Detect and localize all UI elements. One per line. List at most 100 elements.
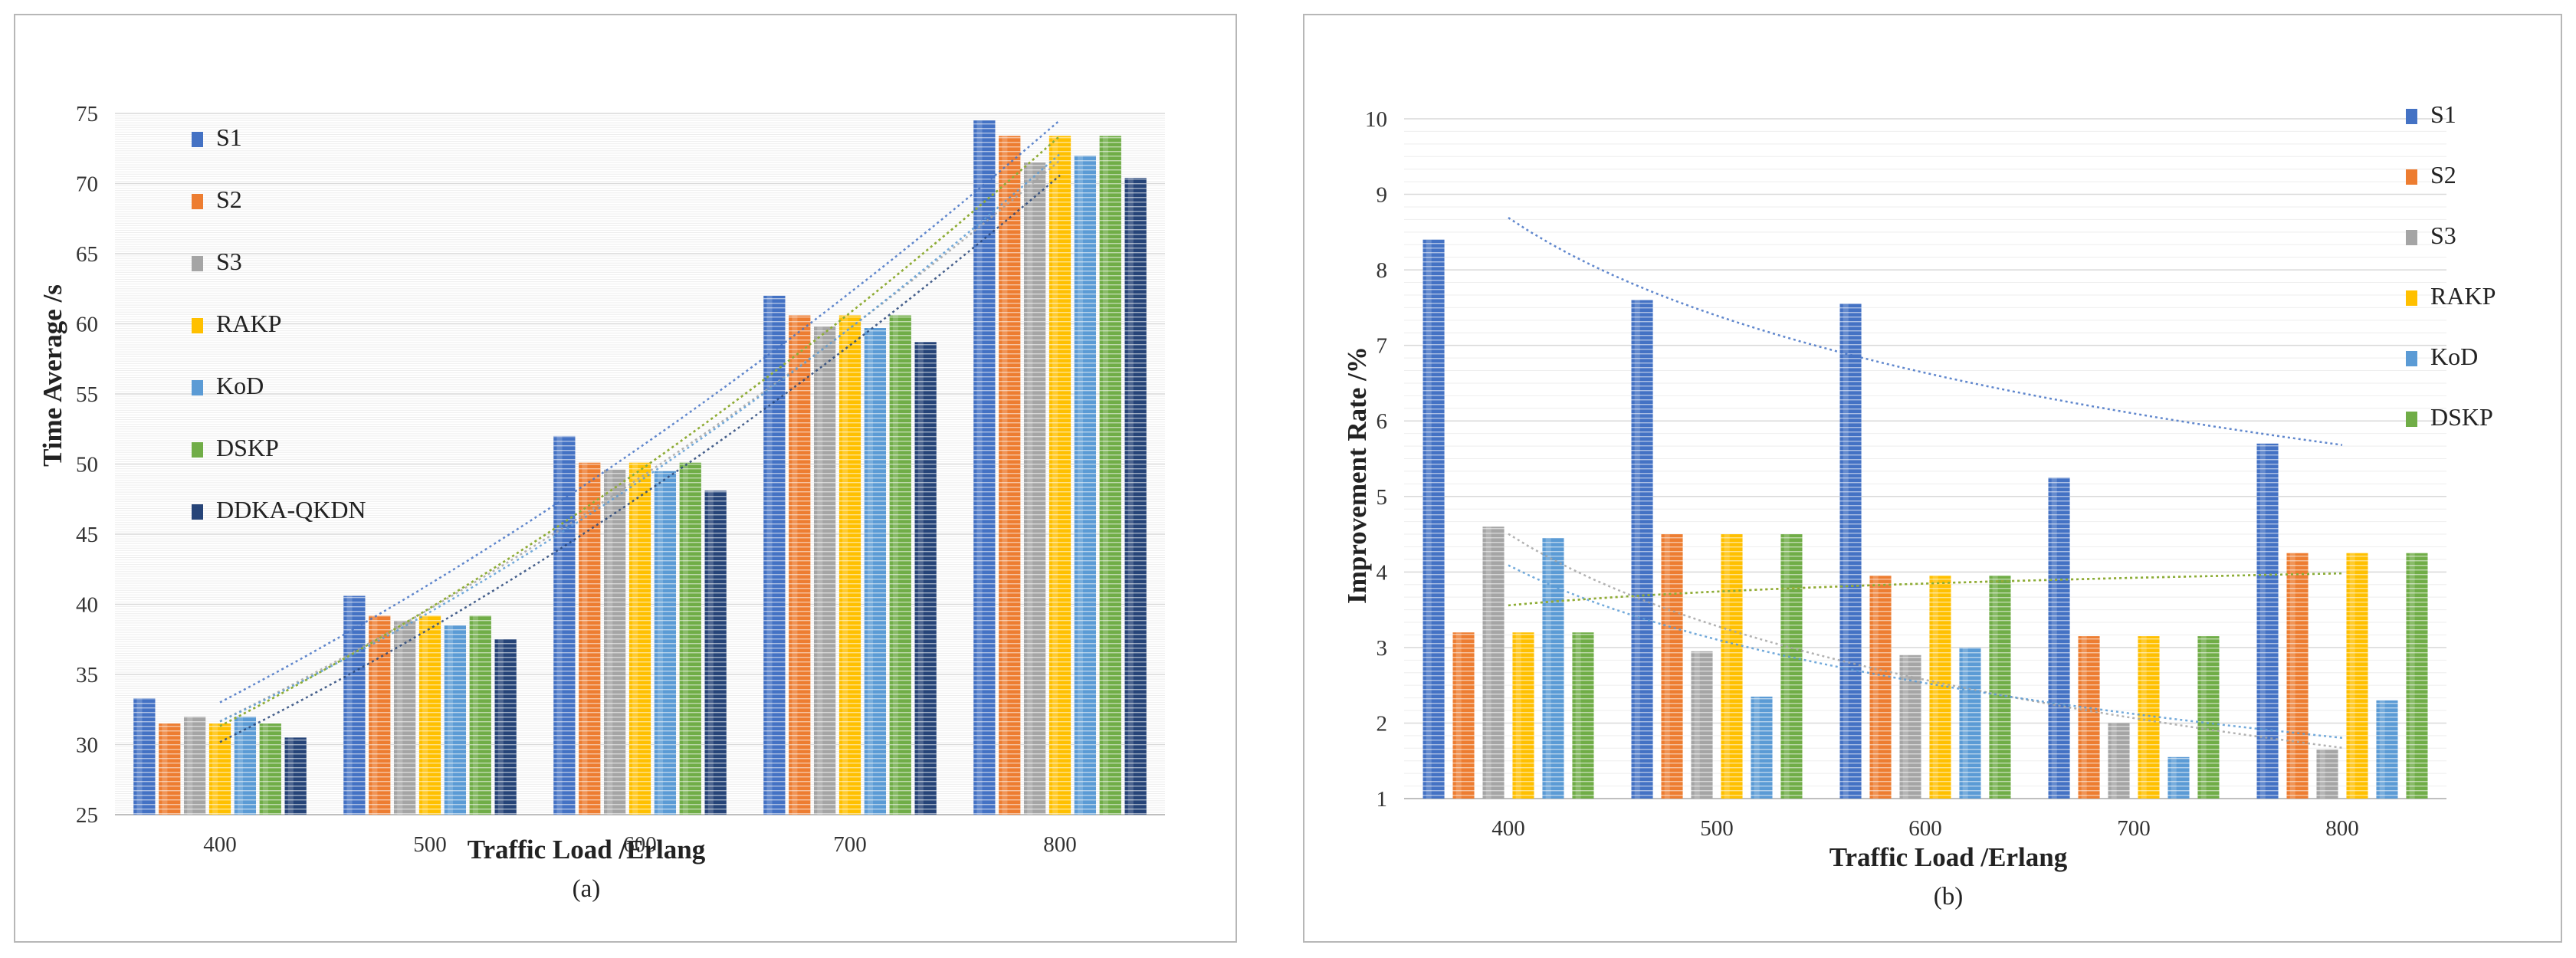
bar-highlight	[1902, 655, 1908, 799]
bar-highlight	[287, 737, 294, 815]
legend-item-ddka-qkdn: DDKA-QKDN	[192, 496, 366, 523]
y-tick-label: 75	[76, 102, 98, 126]
x-tick-label: 500	[1700, 816, 1734, 841]
bar-rakp-500	[1721, 534, 1743, 799]
bar-s1-400	[1423, 239, 1445, 799]
bar-s1-400	[133, 698, 156, 815]
bar-stripe	[259, 723, 281, 815]
bar-s3-400	[1482, 527, 1505, 799]
bar-highlight	[447, 625, 454, 815]
bar-highlight	[707, 490, 714, 815]
legend-label: RAKP	[2430, 282, 2496, 310]
bar-stripe	[789, 315, 811, 815]
bar-stripe	[2286, 553, 2309, 799]
y-tick-label: 6	[1377, 409, 1388, 434]
bar-highlight	[2379, 700, 2385, 799]
legend-swatch	[2406, 412, 2417, 427]
bar-highlight	[976, 120, 983, 815]
bar-ddka-qkdn-600	[704, 490, 727, 815]
bar-kod-500	[444, 625, 467, 815]
bar-dskp-600	[1989, 576, 2011, 799]
bar-stripe	[1512, 632, 1534, 799]
y-tick-label: 2	[1377, 711, 1388, 736]
bar-highlight	[2200, 636, 2207, 799]
bar-highlight	[1027, 162, 1033, 815]
legend-item-s3: S3	[2406, 221, 2456, 249]
trendline-s3	[1508, 533, 2343, 749]
bar-s3-500	[393, 621, 416, 815]
bar-stripe	[2316, 749, 2338, 799]
bar-rakp-400	[1512, 632, 1534, 799]
bar-stripe	[1074, 155, 1097, 815]
legend-item-s3: S3	[192, 248, 242, 275]
bar-stripe	[2108, 723, 2130, 799]
bar-stripe	[889, 315, 911, 815]
chart-b-canvas: 1 2 3 4 5 6 7 8 9 10 400 500 600 700 800 S1 S2 S3 RAKP Ko…	[1342, 100, 2496, 910]
bar-highlight	[1724, 534, 1730, 799]
bar-stripe	[1542, 537, 1564, 799]
bar-stripe	[603, 469, 626, 815]
bar-highlight	[632, 462, 638, 815]
bar-stripe	[973, 120, 996, 815]
bar-dskp-500	[469, 615, 491, 815]
bar-s2-600	[579, 462, 601, 815]
bar-dskp-700	[2197, 636, 2220, 799]
x-tick-label: 800	[2325, 816, 2359, 841]
legend-item-s2: S2	[192, 185, 242, 213]
bar-stripe	[1780, 534, 1803, 799]
bar-stripe	[999, 136, 1021, 815]
bar-stripe	[2197, 636, 2220, 799]
legend-swatch	[2406, 169, 2417, 185]
bar-s2-800	[999, 136, 1021, 815]
bar-highlight	[682, 462, 688, 815]
bar-highlight	[1843, 303, 1849, 799]
bar-stripe	[579, 462, 601, 815]
bar-highlight	[867, 327, 874, 815]
bar-stripe	[159, 723, 181, 815]
panel-caption: (b)	[1934, 883, 1963, 910]
bar-stripe	[1423, 239, 1445, 799]
x-tick-label: 800	[1043, 832, 1077, 857]
bar-highlight	[792, 315, 798, 815]
bar-s2-400	[159, 723, 181, 815]
bar-stripe	[1452, 632, 1475, 799]
bar-stripe	[1869, 576, 1892, 799]
bar-kod-500	[1751, 696, 1773, 799]
bar-highlight	[1784, 534, 1790, 799]
bar-highlight	[397, 621, 403, 815]
bar-ddka-qkdn-400	[284, 737, 307, 815]
x-tick-label: 600	[1908, 816, 1942, 841]
bar-stripe	[284, 737, 307, 815]
bar-s3-500	[1691, 651, 1713, 799]
bar-kod-400	[1542, 537, 1564, 799]
bar-stripe	[1989, 576, 2011, 799]
bar-stripe	[418, 615, 441, 815]
bar-kod-700	[864, 327, 887, 815]
bar-stripe	[2376, 700, 2398, 799]
bar-stripe	[1721, 534, 1743, 799]
bar-stripe	[1839, 303, 1862, 799]
bar-highlight	[1992, 576, 1998, 799]
y-tick-label: 30	[76, 733, 98, 758]
trendline-kod	[219, 153, 1061, 723]
legend-swatch	[192, 256, 203, 271]
bar-kod-800	[1074, 155, 1097, 815]
y-tick-label: 60	[76, 313, 98, 337]
bar-stripe	[2138, 636, 2160, 799]
bar-s2-500	[369, 615, 391, 815]
x-tick-label: 500	[413, 832, 447, 857]
bar-highlight	[162, 723, 168, 815]
y-tick-label: 9	[1377, 183, 1388, 208]
legend-item-s2: S2	[2406, 161, 2456, 189]
legend-swatch	[192, 442, 203, 458]
bar-s1-800	[973, 120, 996, 815]
bar-stripe	[1751, 696, 1773, 799]
bar-dskp-500	[1780, 534, 1803, 799]
bar-dskp-600	[679, 462, 701, 815]
bar-kod-400	[234, 716, 257, 815]
legend-label: S2	[2430, 161, 2456, 189]
legend-swatch	[2406, 290, 2417, 306]
y-axis-title: Time Average /s	[38, 284, 67, 467]
bar-highlight	[1102, 136, 1108, 815]
bar-highlight	[1634, 300, 1640, 799]
